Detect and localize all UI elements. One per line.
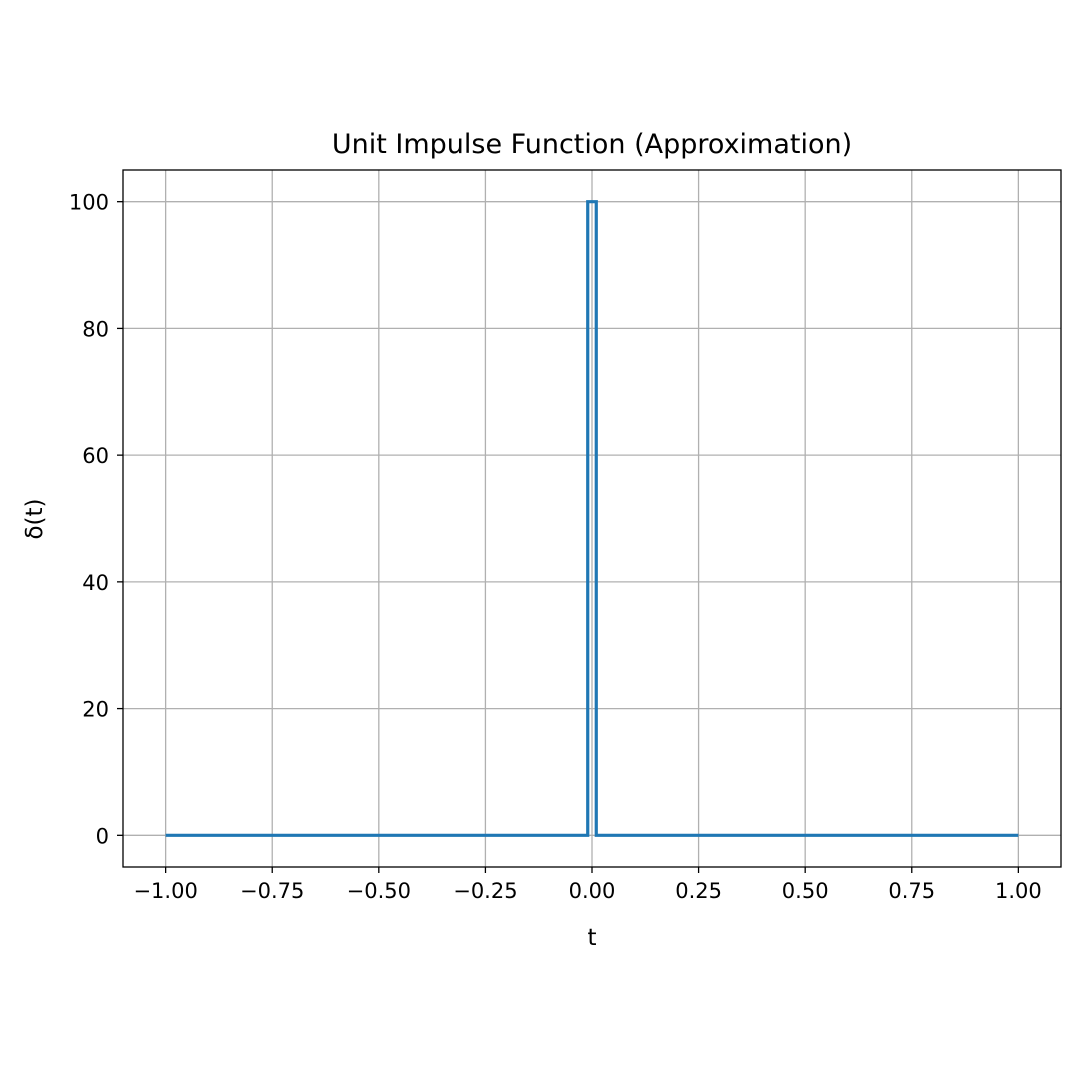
x-tick-label: −1.00 [133,879,197,903]
grid [123,170,1061,867]
y-tick-label: 40 [82,571,109,595]
x-ticks: −1.00 −0.75 −0.50 −0.25 0.00 0.25 0.50 0.75 1.00 [133,867,1042,903]
x-axis-label: t [587,925,596,951]
chart-title: Unit Impulse Function (Approximation) [332,129,852,160]
y-tick-label: 60 [82,444,109,468]
y-tick-label: 80 [82,317,109,341]
x-tick-label: 0.75 [888,879,935,903]
series [165,200,1019,837]
x-tick-label: −0.25 [453,879,517,903]
x-tick-label: 0.25 [675,879,722,903]
x-tick-label: 0.00 [569,879,616,903]
y-ticks: 0 20 40 60 80 100 [69,191,123,848]
x-tick-label: 1.00 [995,879,1042,903]
y-tick-label: 20 [82,698,109,722]
y-tick-label: 0 [96,824,109,848]
y-axis-label: δ(t) [22,498,48,539]
impulse-line [165,200,1019,837]
x-tick-label: −0.50 [347,879,411,903]
x-tick-label: 0.50 [782,879,829,903]
x-tick-label: −0.75 [240,879,304,903]
y-tick-label: 100 [69,191,109,215]
